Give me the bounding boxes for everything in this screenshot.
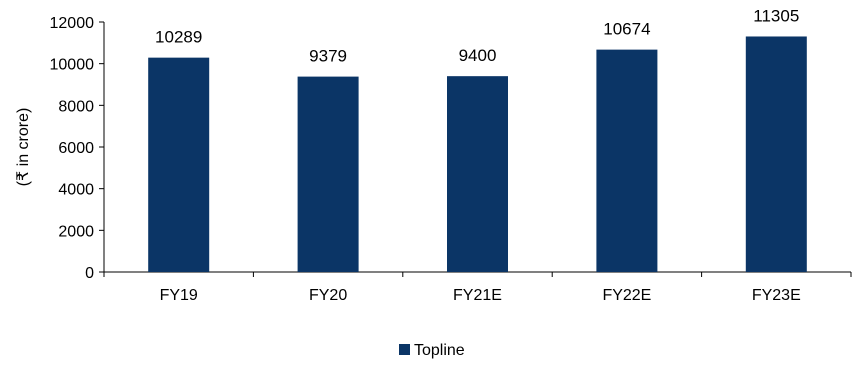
x-tick-label: FY23E	[752, 287, 801, 304]
bar	[596, 50, 657, 272]
bar	[148, 58, 209, 272]
x-tick-label: FY19	[160, 287, 198, 304]
y-axis: 0 2000 4000 6000 8000 10000 12000	[50, 15, 105, 282]
y-tick-label: 12000	[50, 15, 95, 32]
y-tick-label: 8000	[58, 98, 94, 115]
bar-series	[148, 36, 807, 272]
data-label: 9400	[459, 46, 497, 65]
x-tick-label: FY21E	[453, 287, 502, 304]
legend: Topline	[399, 342, 465, 359]
bar	[298, 77, 359, 272]
y-tick-label: 10000	[50, 57, 95, 74]
data-label: 10289	[155, 28, 202, 47]
bar	[746, 36, 807, 272]
data-label: 9379	[309, 47, 347, 66]
legend-label-topline: Topline	[414, 342, 465, 359]
y-tick-label: 2000	[58, 223, 94, 240]
data-label: 11305	[753, 6, 799, 25]
bar	[447, 76, 508, 272]
x-tick-label: FY22E	[602, 287, 651, 304]
y-tick-label: 6000	[58, 140, 94, 157]
legend-swatch-topline	[399, 344, 410, 355]
x-axis: FY19 FY20 FY21E FY22E FY23E	[104, 272, 851, 304]
y-axis-title: (₹ in crore)	[15, 108, 32, 187]
y-tick-label: 0	[85, 265, 94, 282]
data-labels: 10289 9379 9400 10674 11305	[155, 6, 799, 65]
y-tick-label: 4000	[58, 182, 94, 199]
data-label: 10674	[603, 20, 650, 39]
x-tick-label: FY20	[309, 287, 347, 304]
